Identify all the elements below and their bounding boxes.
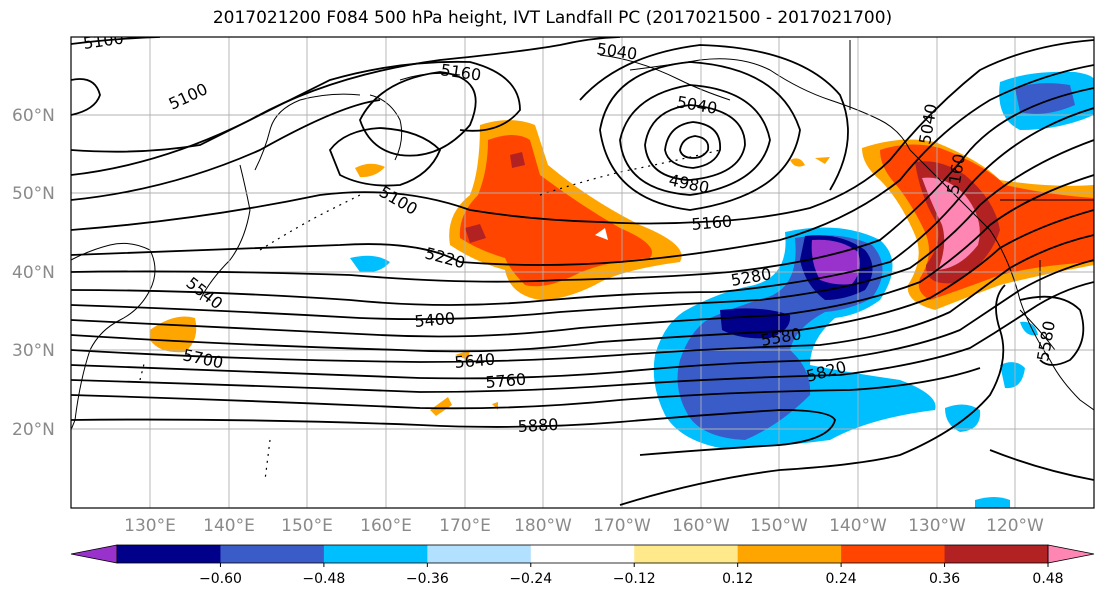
colorbar-tick-label: −0.24 [509,571,552,587]
colorbar-tick-label: −0.12 [613,571,656,587]
lon-label: 150°W [750,516,808,536]
colorbar-tick-label: 0.12 [722,571,753,587]
colorbar-segment [530,545,635,563]
lon-label: 170°W [593,516,651,536]
plot-area: 5100 5040 5160 5100 5040 4980 5100 5160 … [71,37,1094,508]
lon-label: 140°E [203,516,255,536]
colorbar-tick-label: 0.36 [929,571,960,587]
lon-label: 180°W [514,516,572,536]
colorbar-tick-label: −0.36 [406,571,449,587]
colorbar-segment [220,545,325,563]
lat-label: 30°N [12,341,55,361]
lon-label: 130°W [908,516,966,536]
island-chains [139,149,721,481]
contour-label: 5880 [517,415,559,436]
colorbar-segment [117,545,221,563]
lon-label: 160°W [672,516,730,536]
lon-label: 160°E [360,516,412,536]
latitude-labels: 60°N 50°N 40°N 30°N 20°N [12,106,55,440]
lat-label: 40°N [12,263,55,283]
lon-label: 140°W [829,516,887,536]
lat-label: 50°N [12,184,55,204]
lat-label: 20°N [12,420,55,440]
colorbar-extend-max [1047,544,1095,564]
height-contours [71,37,1094,506]
colorbar-outline [116,544,1049,564]
lon-label: 130°E [124,516,176,536]
colorbar-segment [944,545,1049,563]
lon-label: 170°E [439,516,491,536]
colorbar-tick-label: −0.48 [302,571,345,587]
colorbar-segment [634,545,739,563]
lat-label: 60°N [12,106,55,126]
lon-label: 120°W [986,516,1044,536]
contour-label: 5760 [485,370,527,392]
colorbar-segment [841,545,946,563]
colorbar-tick-label: −0.60 [199,571,242,587]
lon-label: 150°E [281,516,333,536]
map-frame [70,36,1095,509]
contour-label: 5400 [414,309,456,331]
colorbar-extend-min [70,544,118,564]
longitude-labels: 130°E 140°E 150°E 160°E 170°E 180°W 170°… [124,516,1044,536]
colorbar-tick-label: 0.24 [826,571,857,587]
map-title: 2017021200 F084 500 hPa height, IVT Land… [212,8,893,28]
colorbar-segment [323,545,428,563]
colorbar: −0.60 −0.48 −0.36 −0.24 −0.12 0.12 0.24 0.36 0.4… [70,544,1095,587]
colorbar-segment [427,545,532,563]
colorbar-segment [737,545,842,563]
contour-label: 5160 [691,212,733,234]
contour-label: 5640 [454,350,496,372]
colorbar-tick-label: 0.48 [1032,571,1063,587]
